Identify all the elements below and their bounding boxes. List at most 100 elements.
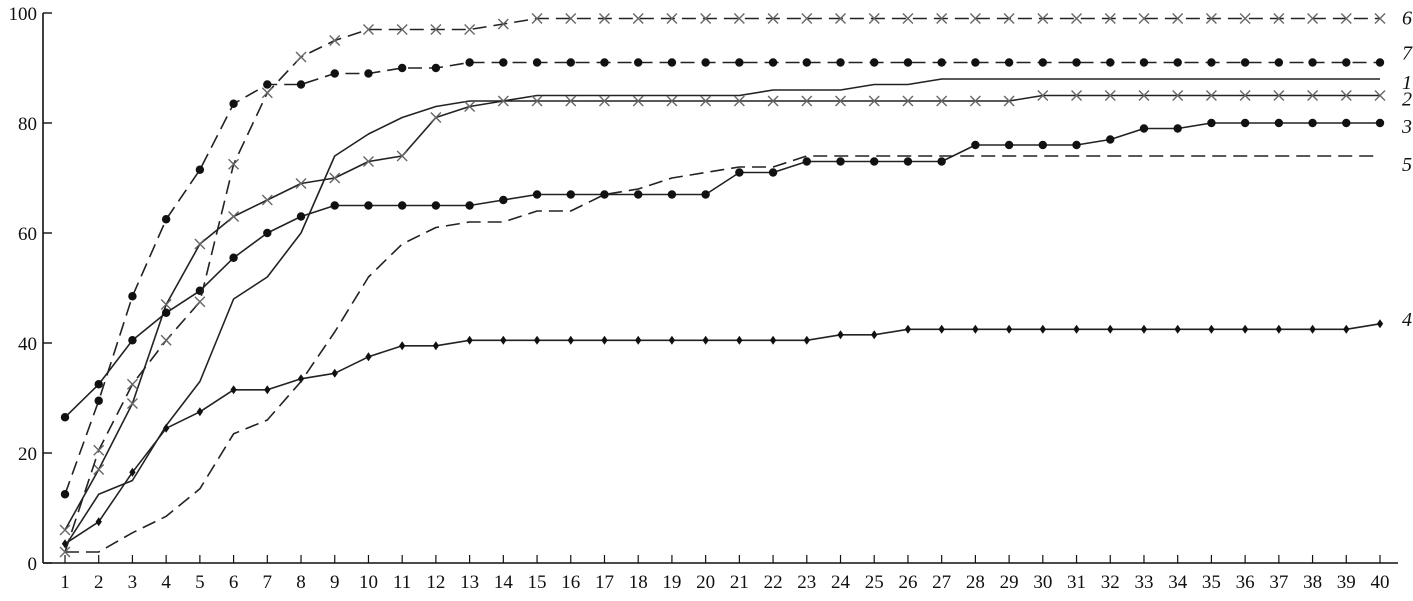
series-3-point-26 bbox=[903, 157, 913, 166]
series-7-point-10 bbox=[364, 69, 373, 78]
series-2-point-22 bbox=[767, 95, 779, 107]
series-4-point-38 bbox=[1309, 324, 1316, 334]
series-7-point-19 bbox=[667, 58, 677, 67]
series-4-point-32 bbox=[1107, 324, 1114, 334]
x-tick-label-39: 39 bbox=[1337, 572, 1356, 593]
series-2: 2 bbox=[59, 89, 1412, 536]
series-6-point-31 bbox=[1071, 13, 1083, 24]
series-3-point-11 bbox=[397, 201, 407, 210]
series-6-point-26 bbox=[902, 13, 914, 24]
series-label-4: 4 bbox=[1402, 309, 1412, 331]
series-6-point-7 bbox=[261, 87, 273, 99]
series-2-point-38 bbox=[1307, 90, 1319, 101]
series-2-point-12 bbox=[430, 112, 442, 123]
x-tick-label-12: 12 bbox=[426, 572, 445, 593]
series-3-line bbox=[64, 122, 1380, 418]
series-4-point-9 bbox=[331, 368, 338, 378]
series-3-point-27 bbox=[937, 157, 946, 166]
series-2-point-10 bbox=[362, 156, 374, 167]
x-tick-label-27: 27 bbox=[932, 572, 951, 593]
series-2-point-30 bbox=[1037, 90, 1049, 101]
series-3-point-32 bbox=[1106, 135, 1115, 144]
series-2-point-39 bbox=[1340, 90, 1352, 101]
series-7-point-1 bbox=[60, 490, 70, 499]
series-4-point-6 bbox=[230, 385, 237, 395]
series-7-point-4 bbox=[161, 215, 171, 224]
series-4-point-2 bbox=[95, 517, 102, 527]
series-2-point-32 bbox=[1104, 90, 1116, 101]
series-6-point-33 bbox=[1138, 13, 1150, 24]
series-6-point-34 bbox=[1172, 13, 1184, 24]
series-4-point-35 bbox=[1208, 324, 1215, 334]
series-2-point-19 bbox=[666, 95, 678, 107]
series-7-point-18 bbox=[634, 58, 643, 67]
series-7-point-23 bbox=[802, 58, 811, 67]
x-tick-label-21: 21 bbox=[730, 572, 749, 593]
series-4: 4 bbox=[61, 309, 1412, 549]
series-4-point-5 bbox=[196, 407, 204, 417]
series-6-point-3 bbox=[126, 378, 138, 390]
series-6-point-37 bbox=[1273, 13, 1285, 24]
series-4-point-3 bbox=[129, 467, 136, 477]
series-3-point-35 bbox=[1207, 118, 1216, 128]
series-4-point-23 bbox=[803, 335, 810, 345]
series-3-point-17 bbox=[600, 190, 609, 199]
series-4-point-22 bbox=[769, 335, 777, 345]
series-3-point-10 bbox=[364, 201, 373, 210]
series-7-point-9 bbox=[330, 69, 339, 78]
series-6-point-25 bbox=[868, 13, 880, 24]
x-tick-label-38: 38 bbox=[1303, 572, 1322, 593]
series-7-point-36 bbox=[1240, 58, 1250, 67]
series-7-point-17 bbox=[600, 58, 609, 67]
series-3-point-23 bbox=[802, 157, 811, 166]
series-5: 5 bbox=[65, 154, 1412, 553]
series-7: 7 bbox=[60, 43, 1413, 499]
x-tick-label-1: 1 bbox=[60, 572, 70, 593]
series-4-point-27 bbox=[938, 324, 945, 334]
series-4-point-25 bbox=[871, 330, 878, 340]
series-7-point-24 bbox=[836, 58, 845, 67]
series-3-point-13 bbox=[465, 201, 474, 210]
series-3-point-12 bbox=[431, 201, 441, 210]
series-6-point-12 bbox=[430, 24, 442, 35]
series-7-point-34 bbox=[1173, 58, 1182, 67]
series-4-point-16 bbox=[567, 335, 574, 345]
series-6-point-22 bbox=[767, 13, 779, 24]
series-4-point-17 bbox=[601, 335, 608, 345]
series-2-point-18 bbox=[632, 95, 644, 107]
series-6-point-29 bbox=[1003, 13, 1015, 24]
series-3-point-21 bbox=[735, 168, 744, 177]
series-2-point-36 bbox=[1239, 90, 1251, 101]
series-7-point-35 bbox=[1207, 58, 1216, 67]
series-4-point-7 bbox=[264, 385, 271, 395]
series-4-point-13 bbox=[466, 335, 473, 345]
series-7-point-7 bbox=[263, 80, 272, 89]
series-2-point-13 bbox=[464, 101, 476, 112]
series-2-point-28 bbox=[969, 95, 981, 107]
series-6-point-4 bbox=[160, 334, 172, 346]
series-7-point-28 bbox=[971, 58, 980, 67]
series-2-point-4 bbox=[160, 299, 172, 310]
y-tick-label-80: 80 bbox=[18, 114, 37, 135]
series-2-point-15 bbox=[531, 95, 543, 107]
series-6-point-27 bbox=[936, 13, 948, 24]
x-tick-label-35: 35 bbox=[1202, 572, 1221, 593]
x-tick-label-2: 2 bbox=[94, 572, 104, 593]
series-7-point-38 bbox=[1308, 58, 1317, 67]
series-6-point-6 bbox=[228, 158, 240, 170]
series-4-point-21 bbox=[736, 335, 743, 345]
series-1: 1 bbox=[64, 72, 1412, 547]
series-4-point-39 bbox=[1343, 324, 1350, 334]
x-tick-label-25: 25 bbox=[865, 572, 884, 593]
series-label-5: 5 bbox=[1402, 154, 1412, 176]
series-2-point-20 bbox=[700, 95, 712, 107]
series-2-point-23 bbox=[801, 95, 813, 107]
series-6-point-10 bbox=[362, 24, 374, 35]
series-7-point-6 bbox=[229, 99, 238, 108]
series-2-point-27 bbox=[936, 95, 948, 107]
series-3-point-8 bbox=[296, 212, 306, 221]
series-4-point-4 bbox=[163, 423, 170, 433]
series-6-point-17 bbox=[598, 13, 610, 24]
series-label-3: 3 bbox=[1401, 116, 1412, 138]
